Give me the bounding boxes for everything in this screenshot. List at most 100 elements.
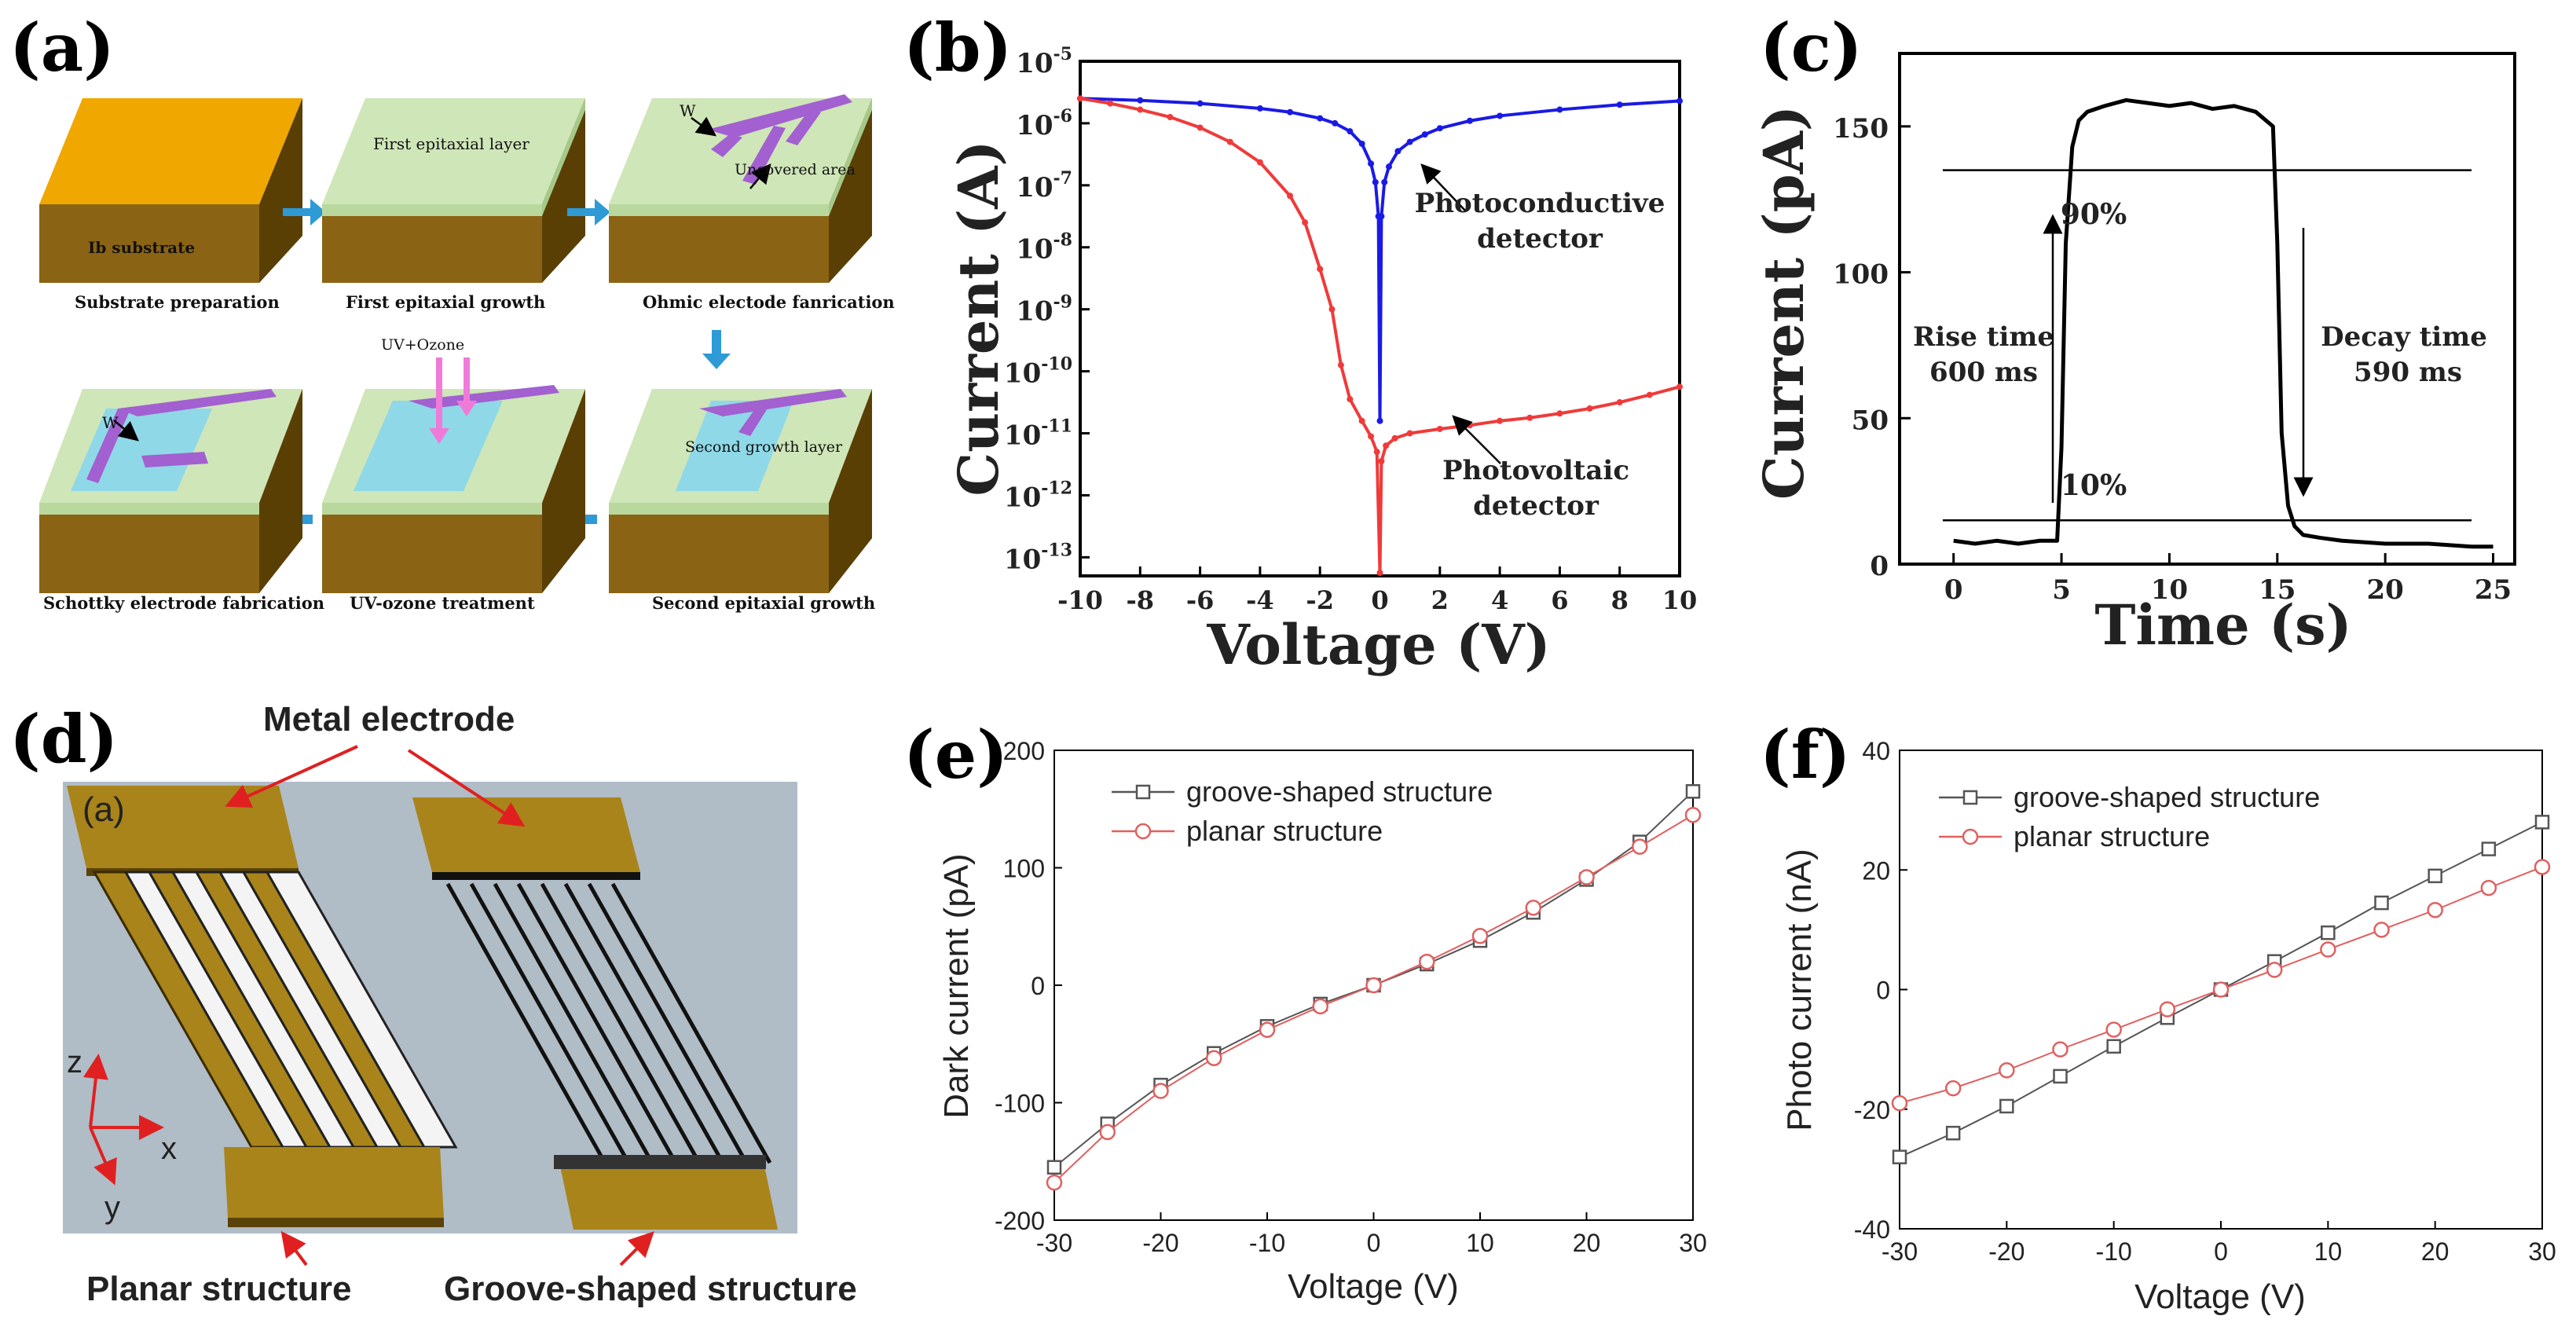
data-point-circle [1365, 977, 1382, 994]
series-line-photovoltaic-detector [1079, 97, 1680, 574]
data-point-circle [1471, 927, 1489, 944]
series-line [1053, 814, 1694, 1183]
x-tick-label: 0 [1944, 574, 1963, 606]
y-tick-label: -200 [995, 1207, 1045, 1235]
y-tick-label: -40 [1854, 1215, 1890, 1244]
panel-a-process-flow: Ib substrate Substrate preparation First… [39, 94, 895, 613]
x-tick-label: 8 [1611, 585, 1629, 615]
x-tick-label: -10 [1057, 585, 1103, 615]
annotation-rise-value: 600 ms [1929, 357, 2038, 388]
panel-label-d: (d) [9, 700, 118, 778]
caption-uv-ozone-treatment: UV-ozone treatment [350, 593, 535, 613]
legend-marker [1962, 790, 1978, 805]
x-tick-label: 10 [2314, 1237, 2343, 1266]
data-point [1196, 100, 1204, 107]
data-point-square [2053, 1069, 2068, 1084]
data-point-circle [2105, 1021, 2122, 1038]
x-tick-label: -4 [1246, 585, 1274, 615]
data-point-square [2534, 815, 2550, 830]
data-point-circle [2052, 1041, 2068, 1058]
y-tick-label: 10-10 [1004, 354, 1072, 390]
annotation-photoconductive-1: Photoconductive [1415, 188, 1665, 219]
data-point-circle [1152, 1083, 1169, 1099]
y-axis-label: Current (pA) [1751, 105, 1816, 500]
data-point [1466, 117, 1473, 124]
x-tick-label: -20 [1142, 1229, 1178, 1257]
caption-second-epitaxial-growth: Second epitaxial growth [652, 593, 875, 613]
y-tick-exponent: -5 [1053, 44, 1072, 64]
y-tick-label: 0 [1870, 551, 1889, 582]
data-point [1421, 131, 1428, 138]
second-growth-layer-label: Second growth layer [685, 438, 843, 456]
y-tick-label: -20 [1854, 1096, 1890, 1124]
series-line-photoconductive-detector [1079, 97, 1680, 421]
block-second-epitaxial: Second growth layer Second epitaxial gro… [609, 389, 875, 613]
uv-ozone-label: UV+Ozone [381, 336, 464, 354]
data-point-circle [2266, 962, 2283, 978]
data-point [1368, 160, 1375, 167]
data-point-square [1046, 1160, 1062, 1175]
x-tick-label: 25 [2475, 574, 2512, 606]
panel-label-b: (b) [903, 9, 1012, 86]
data-point [1077, 95, 1083, 102]
data-point-circle [1578, 869, 1595, 885]
data-point [1376, 417, 1383, 424]
data-point [1317, 266, 1324, 273]
annotation-decay-value: 590 ms [2354, 357, 2462, 388]
annotation-rise-time: Rise time [1913, 321, 2054, 353]
data-point [1373, 449, 1380, 456]
w-label: W [680, 101, 696, 120]
metal-electrode-label: Metal electrode [263, 700, 515, 739]
data-point-square [2374, 895, 2389, 911]
chart-f: -40 -20 0 20 40 -30 -20 -10 0 10 20 30 groove-shape… [1780, 737, 2556, 1316]
data-point [1368, 433, 1375, 440]
inner-label-a: (a) [82, 790, 125, 829]
data-point [1616, 399, 1623, 406]
panel-d-device-illustration: (a) Metal electrode Planar structure Gro… [63, 700, 857, 1308]
block-first-epitaxial: First epitaxial layer First epitaxial gr… [322, 98, 585, 312]
x-tick-label: -20 [1988, 1237, 2025, 1266]
data-point [1137, 97, 1144, 104]
data-point-circle [1099, 1124, 1116, 1141]
data-point [1372, 178, 1379, 185]
data-point-circle [1259, 1021, 1276, 1039]
x-tick-label: 2 [1431, 585, 1449, 615]
data-point [1436, 425, 1443, 432]
axis-z-label: z [67, 1045, 82, 1080]
data-point [1391, 434, 1398, 442]
planar-bottom-pad [224, 1147, 444, 1218]
block-substrate: Ib substrate Substrate preparation [39, 98, 302, 312]
legend-marker [1962, 828, 1979, 845]
data-point-circle [1046, 1174, 1063, 1191]
uncovered-area-text: Uncovered area [735, 161, 856, 178]
x-tick-label: -8 [1127, 585, 1155, 615]
axis-y-label: y [104, 1190, 120, 1225]
panel-label-c: (c) [1760, 9, 1863, 86]
data-point-circle [2212, 981, 2230, 998]
y-tick-exponent: -6 [1053, 106, 1072, 126]
y-tick-label: -100 [995, 1090, 1045, 1118]
x-tick-label: -30 [1036, 1229, 1072, 1257]
planar-structure-label: Planar structure [86, 1270, 351, 1308]
first-epitaxial-layer-label: First epitaxial layer [373, 134, 529, 153]
chart-b: 10-510-610-710-810-910-1010-1110-1210-13… [946, 44, 1697, 677]
x-tick-label: 10 [1662, 585, 1698, 615]
x-tick-label: 4 [1491, 585, 1508, 615]
flow-arrow-down [702, 330, 731, 369]
groove-fingers [445, 882, 772, 1164]
data-point [1226, 138, 1233, 145]
legend-label: planar structure [2014, 820, 2210, 852]
x-axis-label: Time (s) [2094, 592, 2351, 658]
groove-bottom-pad [558, 1155, 778, 1230]
data-point [1646, 391, 1653, 398]
data-point-circle [1944, 1080, 1962, 1097]
data-point [1337, 361, 1344, 368]
data-point [1167, 114, 1174, 121]
data-point [1526, 414, 1534, 421]
y-tick-exponent: -8 [1053, 230, 1072, 251]
axis-x-label: x [161, 1131, 177, 1166]
block-uv-ozone: UV+Ozone UV-ozone treatment [322, 336, 585, 613]
x-axis-label: Voltage (V) [1206, 612, 1550, 677]
